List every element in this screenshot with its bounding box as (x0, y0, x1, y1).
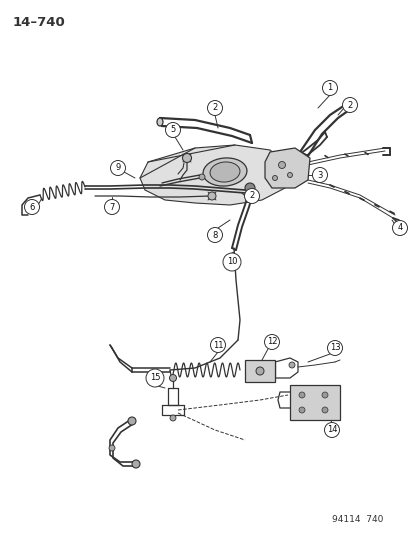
Circle shape (288, 362, 294, 368)
Circle shape (104, 199, 119, 214)
Circle shape (170, 415, 176, 421)
Text: 2: 2 (347, 101, 352, 109)
Circle shape (264, 335, 279, 350)
Polygon shape (140, 145, 284, 205)
Ellipse shape (209, 162, 240, 182)
Circle shape (210, 337, 225, 352)
Text: 2: 2 (212, 103, 217, 112)
Text: 1: 1 (327, 84, 332, 93)
Text: 12: 12 (266, 337, 277, 346)
Circle shape (244, 189, 259, 204)
Circle shape (272, 175, 277, 181)
Circle shape (182, 154, 191, 163)
Ellipse shape (202, 158, 246, 186)
Bar (289, 385, 339, 420)
Circle shape (321, 407, 327, 413)
Text: 9: 9 (115, 164, 120, 173)
Circle shape (132, 460, 140, 468)
Circle shape (255, 367, 263, 375)
Circle shape (128, 417, 136, 425)
Circle shape (207, 101, 222, 116)
Ellipse shape (344, 103, 352, 109)
Text: 14: 14 (326, 425, 337, 434)
Circle shape (287, 173, 292, 177)
Circle shape (327, 341, 342, 356)
Text: 7: 7 (109, 203, 114, 212)
Circle shape (278, 161, 285, 168)
Text: 2: 2 (249, 191, 254, 200)
Circle shape (223, 253, 240, 271)
Circle shape (24, 199, 39, 214)
Circle shape (342, 98, 357, 112)
Circle shape (244, 183, 254, 193)
Circle shape (165, 123, 180, 138)
Ellipse shape (157, 118, 163, 126)
Circle shape (199, 174, 204, 180)
Circle shape (322, 80, 337, 95)
Text: 11: 11 (212, 341, 223, 350)
Circle shape (321, 392, 327, 398)
Circle shape (207, 192, 216, 200)
Text: 13: 13 (329, 343, 339, 352)
Polygon shape (264, 148, 309, 188)
Circle shape (169, 375, 176, 382)
Circle shape (207, 228, 222, 243)
Circle shape (110, 160, 125, 175)
Text: 8: 8 (212, 230, 217, 239)
Text: 5: 5 (170, 125, 175, 134)
Circle shape (392, 221, 406, 236)
Circle shape (146, 369, 164, 387)
Text: 6: 6 (29, 203, 35, 212)
Text: 10: 10 (226, 257, 237, 266)
Circle shape (324, 423, 339, 438)
Text: 4: 4 (396, 223, 402, 232)
Bar (244, 360, 274, 382)
Circle shape (312, 167, 327, 182)
Circle shape (298, 407, 304, 413)
Circle shape (298, 392, 304, 398)
Circle shape (109, 445, 115, 451)
Text: 15: 15 (150, 374, 160, 383)
Text: 3: 3 (316, 171, 322, 180)
Text: 94114  740: 94114 740 (332, 515, 383, 524)
Text: 14–740: 14–740 (13, 16, 66, 29)
